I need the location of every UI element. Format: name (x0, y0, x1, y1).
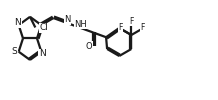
Text: NH: NH (74, 20, 87, 29)
Text: N: N (14, 18, 21, 27)
Text: F: F (118, 23, 123, 32)
Text: O: O (86, 42, 92, 51)
Text: F: F (140, 23, 145, 32)
Text: F: F (129, 17, 134, 26)
Text: Cl: Cl (40, 24, 49, 32)
Text: S: S (11, 47, 17, 56)
Text: N: N (39, 49, 46, 58)
Text: N: N (64, 15, 71, 24)
